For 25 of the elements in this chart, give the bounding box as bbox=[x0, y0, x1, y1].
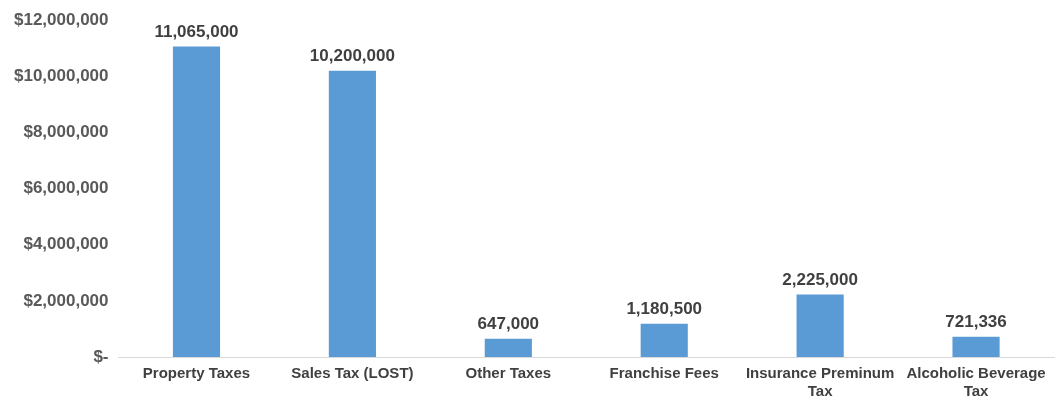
x-tick-label: Insurance Preminum Tax bbox=[745, 364, 895, 400]
bar bbox=[328, 70, 376, 357]
y-tick-label: $4,000,000 bbox=[23, 234, 109, 254]
y-tick-label: $6,000,000 bbox=[23, 178, 109, 198]
y-tick-label: $12,000,000 bbox=[13, 9, 109, 29]
bar bbox=[484, 338, 532, 357]
data-label: 10,200,000 bbox=[309, 45, 395, 65]
data-label: 1,180,500 bbox=[626, 299, 703, 319]
data-label: 11,065,000 bbox=[154, 21, 239, 41]
x-tick-label: Franchise Fees bbox=[609, 364, 719, 382]
bar bbox=[952, 336, 1000, 357]
y-tick-label: $- bbox=[93, 346, 109, 366]
bar bbox=[640, 323, 688, 357]
data-label: 2,225,000 bbox=[782, 269, 858, 289]
x-tick-label: Property Taxes bbox=[142, 364, 251, 382]
y-tick-label: $8,000,000 bbox=[23, 122, 109, 142]
y-tick-label: $2,000,000 bbox=[23, 290, 109, 310]
y-tick-label: $10,000,000 bbox=[13, 66, 109, 86]
x-tick-label: Other Taxes bbox=[465, 364, 552, 382]
data-label: 647,000 bbox=[477, 314, 540, 334]
data-label: 721,336 bbox=[945, 311, 1007, 331]
x-tick-label: Alcoholic Beverage Tax bbox=[906, 364, 1046, 400]
bar bbox=[172, 46, 221, 357]
x-tick-label: Sales Tax (LOST) bbox=[291, 364, 414, 382]
bar bbox=[796, 294, 844, 357]
